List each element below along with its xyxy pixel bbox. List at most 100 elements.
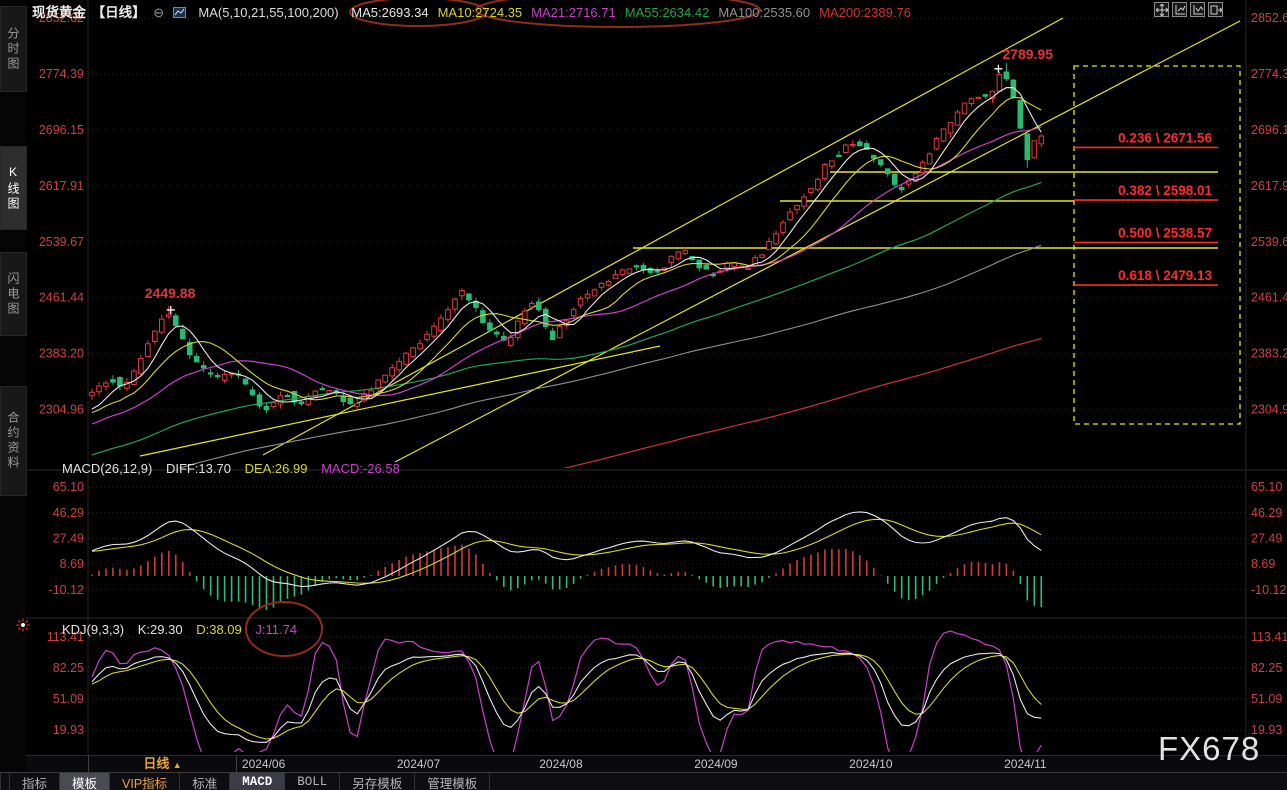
svg-text:2852.62: 2852.62 — [39, 11, 84, 25]
macd-diff-value: DIFF:13.70 — [165, 461, 231, 476]
ma-value-3: MA55:2634.42 — [624, 5, 710, 20]
tab-VIP指标[interactable]: VIP指标 — [110, 773, 181, 790]
svg-text:2383.20: 2383.20 — [39, 347, 84, 361]
kdj-indicator — [91, 630, 1042, 752]
macd-hist-value: MACD:-26.58 — [321, 461, 400, 476]
svg-text:2852.62: 2852.62 — [1251, 11, 1287, 25]
svg-text:2383.20: 2383.20 — [1251, 347, 1287, 361]
month-label-4: 2024/10 — [849, 757, 893, 771]
highlight-circle-marks — [245, 0, 761, 657]
svg-text:19.93: 19.93 — [53, 723, 84, 737]
macd-indicator — [91, 511, 1043, 610]
tab-模板[interactable]: 模板 — [60, 773, 111, 790]
brand-watermark: FX678 — [1158, 730, 1261, 767]
svg-text:8.69: 8.69 — [1251, 557, 1275, 571]
tab-指标[interactable]: 指标 — [10, 773, 61, 790]
period-tag: 【日线】 — [91, 5, 146, 20]
macd-dea-value: DEA:26.99 — [244, 461, 308, 476]
svg-text:-10.12: -10.12 — [1251, 583, 1286, 597]
period-selector-label: 日线 — [143, 756, 170, 771]
ma-value-1: MA10:2724.35 — [437, 5, 523, 20]
ma-value-4: MA100:2535.60 — [718, 5, 811, 20]
month-label-3: 2024/09 — [694, 757, 738, 771]
svg-text:27.49: 27.49 — [53, 531, 84, 545]
candlestick-series — [89, 62, 1045, 414]
svg-text:65.10: 65.10 — [53, 480, 84, 494]
ma-group-label: MA(5,10,21,55,100,200) — [198, 5, 339, 20]
svg-text:2539.67: 2539.67 — [39, 235, 84, 249]
svg-text:0.500 \ 2538.57: 0.500 \ 2538.57 — [1118, 226, 1212, 241]
svg-text:2461.44: 2461.44 — [1251, 291, 1287, 305]
svg-text:8.69: 8.69 — [60, 557, 84, 571]
svg-text:2304.96: 2304.96 — [39, 403, 84, 417]
chart-canvas[interactable]: 2852.62 2852.62 2774.39 2774.39 2696.15 2696.… — [0, 0, 1287, 755]
svg-text:0.236 \ 2671.56: 0.236 \ 2671.56 — [1118, 130, 1212, 145]
svg-text:19.93: 19.93 — [1251, 723, 1282, 737]
macd-pane-header: MACD(26,12,9) DIFF:13.70 DEA:26.99 MACD:… — [62, 461, 410, 476]
tab-管理模板[interactable]: 管理模板 — [415, 773, 491, 790]
svg-text:2774.39: 2774.39 — [39, 67, 84, 81]
svg-text:2449.88: 2449.88 — [145, 285, 196, 301]
tab-标准[interactable]: 标准 — [180, 773, 231, 790]
svg-text:2304.96: 2304.96 — [1251, 403, 1287, 417]
svg-text:2617.91: 2617.91 — [39, 179, 84, 193]
alert-flare-icon[interactable] — [16, 618, 30, 637]
kdj-j-value: J:11.74 — [255, 622, 298, 637]
period-selector[interactable]: 日线 ▲ — [88, 756, 237, 772]
svg-text:113.41: 113.41 — [47, 630, 84, 644]
kdj-k-value: K:29.30 — [137, 622, 183, 637]
fit-y-axis-icon[interactable] — [1190, 2, 1205, 17]
symbol-title: 现货黄金 — [32, 5, 86, 20]
svg-text:113.41: 113.41 — [1251, 630, 1287, 644]
svg-text:2789.95: 2789.95 — [1002, 46, 1053, 62]
svg-text:2461.44: 2461.44 — [39, 291, 84, 305]
tab-MACD[interactable]: MACD — [230, 773, 286, 790]
svg-text:46.29: 46.29 — [1251, 506, 1282, 520]
fit-x-axis-icon[interactable] — [1172, 2, 1187, 17]
ma-value-2: MA21:2716.71 — [531, 5, 616, 20]
macd-title: MACD(26,12,9) — [62, 461, 153, 476]
kdj-d-value: D:38.09 — [196, 622, 242, 637]
ma-value-0: MA5:2693.34 — [351, 5, 429, 20]
month-label-0: 2024/06 — [241, 757, 286, 771]
sidebar-item-2[interactable]: 闪电图 — [0, 252, 27, 336]
tab-spacer — [0, 773, 10, 790]
kdj-title: KDJ(9,3,3) — [62, 622, 125, 637]
svg-text:-10.12: -10.12 — [49, 583, 84, 597]
template-tab-bar: 指标 模板 VIP指标 标准 MACD BOLL 另存模板 管理模板 — [0, 772, 1287, 790]
ma-value-5: MA200:2389.76 — [819, 5, 911, 20]
svg-text:2539.67: 2539.67 — [1251, 235, 1287, 249]
svg-text:2696.15: 2696.15 — [1251, 123, 1287, 137]
indicator-header: 现货黄金 【日线】 ⊖ MA(5,10,21,55,100,200) MA5:2… — [32, 0, 929, 26]
sidebar-item-0[interactable]: 分时图 — [0, 6, 27, 92]
exit-chart-icon[interactable] — [1208, 2, 1223, 17]
pan-icon[interactable] — [1154, 2, 1169, 17]
triangle-up-icon: ▲ — [172, 760, 182, 770]
month-label-1: 2024/07 — [396, 757, 441, 771]
moving-average-lines — [91, 87, 1042, 468]
svg-text:0.382 \ 2598.01: 0.382 \ 2598.01 — [1118, 183, 1212, 198]
chart-type-icon[interactable] — [172, 1, 186, 18]
tab-另存模板[interactable]: 另存模板 — [340, 773, 416, 790]
sidebar-item-1[interactable]: K线图 — [0, 146, 27, 230]
mini-toolbar — [1154, 2, 1223, 17]
fibonacci-levels: 0.236 \ 2671.56 0.382 \ 2598.01 0.500 \ 25… — [1074, 130, 1218, 286]
sidebar-item-3[interactable]: 合约资料 — [0, 386, 27, 496]
tab-BOLL[interactable]: BOLL — [285, 773, 341, 790]
time-axis-strip: 日线 ▲ 2024/06 2024/07 2024/08 2024/09 2024/10… — [26, 755, 1287, 773]
svg-text:51.09: 51.09 — [1251, 692, 1282, 706]
svg-text:2617.91: 2617.91 — [1251, 179, 1287, 193]
svg-text:2696.15: 2696.15 — [39, 123, 84, 137]
svg-text:82.25: 82.25 — [1251, 661, 1282, 675]
month-label-2: 2024/08 — [539, 757, 583, 771]
svg-text:65.10: 65.10 — [1251, 480, 1282, 494]
svg-text:82.25: 82.25 — [53, 661, 84, 675]
svg-text:2774.39: 2774.39 — [1251, 67, 1287, 81]
price-extreme-markers: 2789.95 2449.88 — [145, 46, 1053, 314]
svg-text:27.49: 27.49 — [1251, 531, 1282, 545]
collapse-icon[interactable]: ⊖ — [153, 5, 165, 20]
svg-text:46.29: 46.29 — [53, 506, 84, 520]
month-label-5: 2024/11 — [1004, 757, 1047, 771]
ma-values: MA5:2693.34 MA10:2724.35 MA21:2716.71 MA55:… — [351, 5, 920, 20]
